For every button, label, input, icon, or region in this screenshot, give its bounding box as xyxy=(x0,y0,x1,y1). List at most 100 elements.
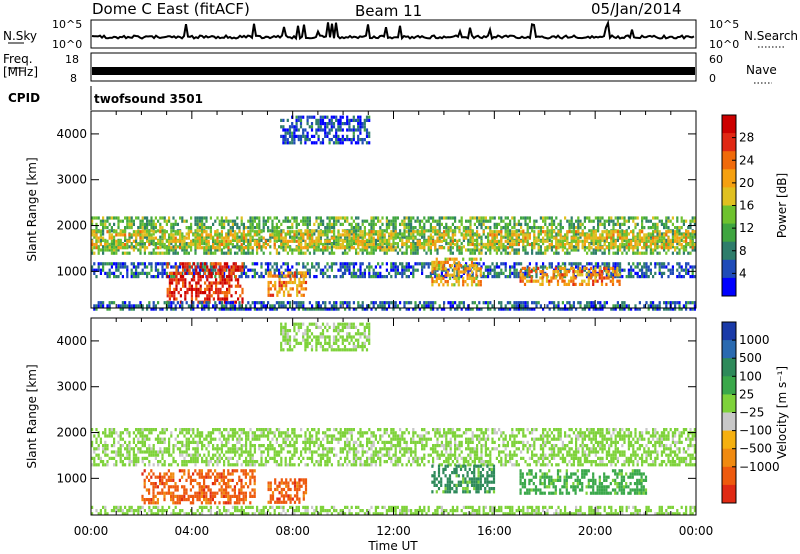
power-cell xyxy=(260,275,263,279)
power-cell xyxy=(506,242,509,246)
power-cell xyxy=(583,304,586,308)
power-cell xyxy=(221,281,224,285)
power-cell xyxy=(363,226,366,230)
power-cell xyxy=(241,262,244,266)
power-cell xyxy=(170,236,173,240)
power-cell xyxy=(368,238,371,242)
power-cell xyxy=(627,307,630,311)
power-cell xyxy=(583,245,586,249)
power-cell xyxy=(139,232,142,236)
power-cell xyxy=(638,230,641,234)
power-cell xyxy=(654,230,657,234)
power-cell xyxy=(239,294,242,298)
power-cell xyxy=(293,239,296,243)
power-cell xyxy=(671,229,674,233)
power-cell xyxy=(219,262,222,266)
power-cell xyxy=(423,246,426,250)
power-cell xyxy=(242,238,245,242)
power-cell xyxy=(308,115,311,119)
power-cell xyxy=(291,216,294,220)
power-cell xyxy=(230,278,233,282)
power-cell xyxy=(401,245,404,249)
power-cell xyxy=(600,279,604,283)
power-cell xyxy=(392,248,395,252)
power-cell xyxy=(271,229,274,233)
power-cell xyxy=(355,242,358,246)
power-cell xyxy=(594,276,597,280)
power-cell xyxy=(207,235,210,239)
power-cell xyxy=(132,304,135,308)
power-cell xyxy=(645,262,648,266)
power-cell xyxy=(321,138,325,142)
power-cell xyxy=(390,301,393,305)
power-cell xyxy=(207,304,210,308)
power-cell xyxy=(605,276,608,280)
power-cell xyxy=(341,251,344,255)
power-cell xyxy=(190,278,193,282)
power-cell xyxy=(476,216,479,220)
power-cell xyxy=(95,304,98,308)
power-cell xyxy=(275,233,278,237)
power-cell xyxy=(557,242,560,247)
power-cell xyxy=(179,246,182,250)
power-cell xyxy=(150,262,153,266)
power-cell xyxy=(359,131,362,135)
power-cell xyxy=(638,233,641,237)
power-cell xyxy=(669,242,672,247)
power-cell xyxy=(484,235,487,239)
power-cell xyxy=(612,307,615,311)
power-cell xyxy=(522,301,525,305)
power-cell xyxy=(418,307,421,311)
power-cell xyxy=(339,275,342,279)
power-cell xyxy=(293,138,296,142)
power-cell xyxy=(550,245,553,249)
power-cell xyxy=(493,268,496,272)
power-cell xyxy=(278,275,281,279)
power-cell xyxy=(553,230,556,234)
power-cell xyxy=(555,251,558,255)
power-cell xyxy=(198,233,201,237)
power-cell xyxy=(663,265,666,269)
power-cell xyxy=(676,216,679,220)
power-cell xyxy=(148,230,151,234)
power-cell xyxy=(454,307,457,311)
power-cell xyxy=(553,301,556,305)
power-cell xyxy=(240,219,243,223)
power-cell xyxy=(370,248,373,252)
power-cell xyxy=(352,233,355,237)
power-cell xyxy=(172,245,175,249)
power-cell xyxy=(229,226,232,230)
power-cell xyxy=(456,262,459,266)
power-cell xyxy=(339,141,342,145)
power-cell xyxy=(201,226,204,230)
power-cell xyxy=(612,233,615,237)
power-cell xyxy=(502,245,505,249)
power-cell xyxy=(627,304,630,308)
power-cell xyxy=(550,262,553,266)
power-cell xyxy=(97,251,100,255)
power-cell xyxy=(175,287,178,291)
power-cell xyxy=(495,248,498,252)
power-cell xyxy=(93,251,96,255)
power-cell xyxy=(405,275,408,279)
power-cell xyxy=(193,262,196,266)
power-cell xyxy=(614,262,617,266)
power-cell xyxy=(412,232,415,236)
power-cell xyxy=(465,307,468,311)
power-cell xyxy=(524,233,527,237)
power-cell xyxy=(627,226,630,230)
power-cell xyxy=(128,222,131,226)
power-cell xyxy=(251,229,254,233)
power-cell xyxy=(493,307,496,311)
power-cell xyxy=(515,233,518,237)
power-cell xyxy=(473,276,476,280)
power-cell xyxy=(335,141,338,145)
power-cell xyxy=(616,245,619,249)
power-cell xyxy=(532,266,535,270)
power-cell xyxy=(566,242,569,246)
power-cell xyxy=(509,242,512,247)
power-cell xyxy=(410,229,413,233)
power-cell xyxy=(350,262,353,266)
power-cell xyxy=(436,307,439,311)
power-cell xyxy=(414,307,417,311)
